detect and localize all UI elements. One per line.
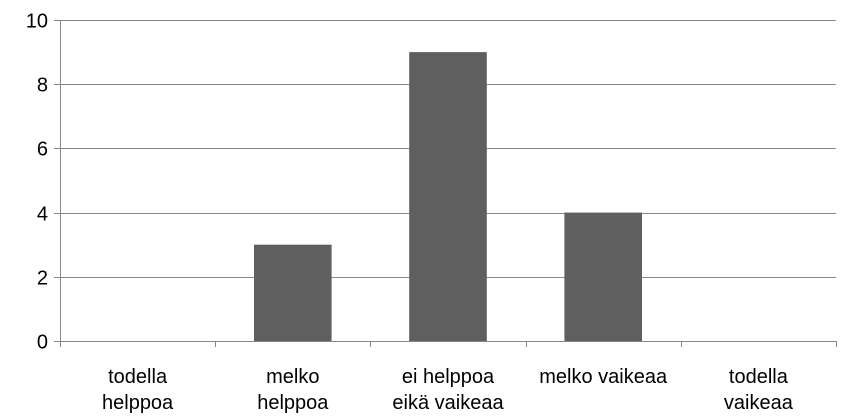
- x-category-label: todella helppoa: [102, 366, 174, 414]
- x-category-label: ei helppoa eikä vaikeaa: [392, 366, 504, 414]
- category-labels: todella helppoa melko helppoa ei helppoa eikä…: [102, 366, 794, 414]
- bar: [564, 212, 642, 341]
- x-category-label: melko helppoa: [257, 366, 329, 414]
- x-category-label: melko vaikeaa: [539, 366, 668, 388]
- bar: [409, 52, 487, 341]
- x-category-label: todella vaikeaa: [724, 366, 794, 414]
- y-tick-labels: 0 2 4 6 8 10: [26, 11, 48, 354]
- bar: [254, 244, 332, 341]
- y-tick-label: 0: [37, 332, 48, 354]
- y-tick-label: 8: [37, 75, 48, 97]
- axes: [54, 20, 837, 347]
- y-tick-label: 4: [37, 204, 48, 226]
- y-tick-label: 10: [26, 11, 48, 33]
- y-tick-label: 6: [37, 139, 48, 161]
- bars: [254, 52, 642, 341]
- y-tick-label: 2: [37, 268, 48, 290]
